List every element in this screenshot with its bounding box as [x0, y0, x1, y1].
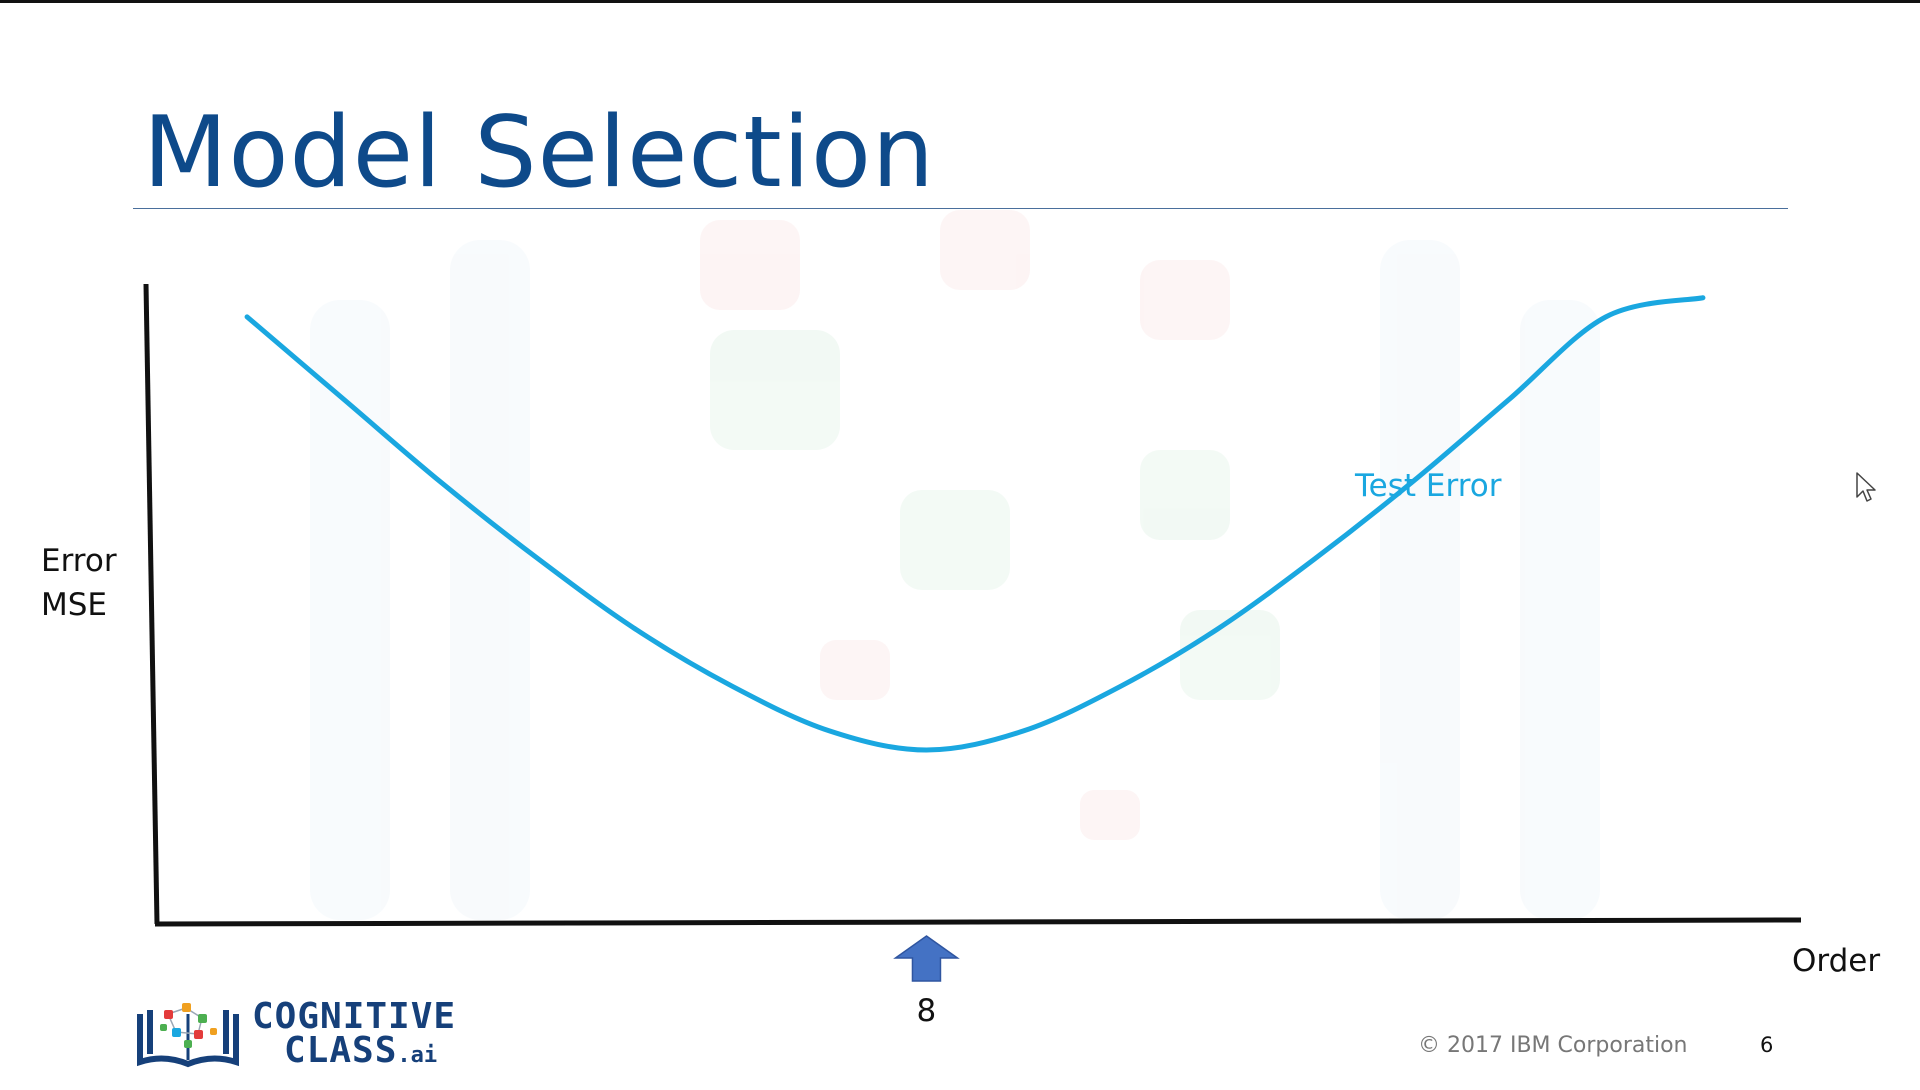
logo-wordmark-suffix: .ai	[397, 1043, 438, 1069]
logo-wordmark-line-1: COGNITIVE	[252, 996, 457, 1037]
open-book-network-icon	[137, 1003, 239, 1068]
y-axis-label-line-1: Error	[41, 543, 117, 579]
title-divider	[133, 208, 1788, 209]
y-axis-label-line-2: MSE	[41, 587, 108, 623]
slide-title: Model Selection	[143, 96, 936, 210]
mouse-pointer-icon	[1856, 472, 1876, 502]
selected-order-label: 8	[916, 993, 937, 1029]
logo-wordmark-class: CLASS	[284, 1030, 398, 1072]
page-number: 6	[1760, 1033, 1774, 1057]
top-border	[0, 0, 1920, 3]
x-axis-line	[154, 917, 1802, 927]
logo-wordmark-line-2: CLASS.ai	[252, 1033, 456, 1069]
up-arrow-icon	[893, 935, 960, 982]
background-network-watermark	[310, 210, 1600, 920]
copyright-notice: © 2017 IBM Corporation	[1418, 1033, 1688, 1058]
y-axis-line	[143, 283, 160, 925]
series-line-test-error	[244, 295, 1706, 753]
cognitive-class-logo: COGNITIVE CLASS.ai	[136, 996, 457, 1069]
series-label-test-error: Test Error	[1355, 468, 1502, 504]
x-axis-label: Order	[1792, 943, 1881, 979]
